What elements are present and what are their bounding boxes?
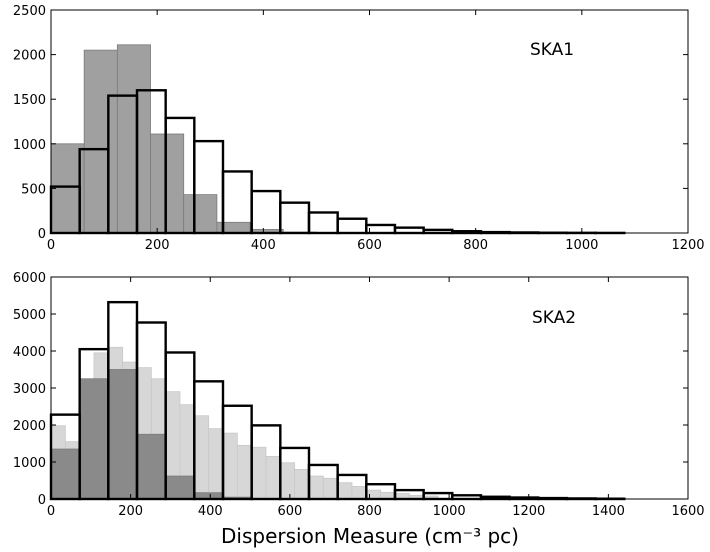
ska2-ticks: 0 200 400 600 800 1000 1200 1400 1600 0 1000 2000 30… (13, 271, 705, 519)
ska1-x-tick-label: 400 (251, 238, 276, 253)
ska2-filled-light-bar (208, 428, 224, 500)
ska2-x-tick-label: 600 (277, 504, 302, 519)
ska2-y-tick-label: 0 (38, 493, 46, 508)
ska2-filled-dark-bar (79, 378, 109, 500)
ska2-y-tick-label: 1000 (13, 456, 46, 471)
ska2-y-tick-label: 2000 (13, 419, 46, 434)
ska1-outline-bar (250, 189, 282, 235)
ska1-histogram-panel: 0 200 400 600 800 1000 1200 0 500 1000 1500 2000 250… (13, 4, 705, 253)
ska1-bars (49, 44, 626, 235)
ska1-panel-label: SKA1 (530, 40, 574, 60)
ska1-y-tick-label: 2000 (13, 49, 46, 64)
x-axis-label: Dispersion Measure (cm⁻³ pc) (221, 524, 519, 548)
ska1-y-tick-label: 1000 (13, 138, 46, 153)
ska1-y-tick-label: 500 (21, 182, 46, 197)
ska2-y-tick-label: 6000 (13, 271, 46, 286)
ska1-x-tick-label: 800 (463, 238, 488, 253)
ska1-x-tick-label: 600 (357, 238, 382, 253)
ska2-filled-dark-bar (50, 448, 81, 500)
ska2-x-tick-label: 0 (47, 504, 55, 519)
ska2-filled-light-bar (351, 486, 367, 500)
ska1-filled-dark-bar (116, 44, 151, 234)
ska2-x-tick-label: 1200 (512, 504, 545, 519)
ska2-filled-dark-bar (165, 475, 195, 500)
ska2-filled-dark-bar (136, 433, 167, 500)
ska2-filled-light-bar (193, 415, 210, 500)
ska2-filled-light-bar (337, 482, 353, 500)
ska2-x-tick-label: 1400 (592, 504, 625, 519)
ska1-x-tick-label: 200 (145, 238, 170, 253)
ska2-filled-light-bar (265, 456, 281, 500)
ska2-filled-light-bar (251, 446, 267, 500)
ska1-ticks: 0 200 400 600 800 1000 1200 0 500 1000 1500 2000 250… (13, 4, 705, 253)
ska2-x-tick-label: 1600 (671, 504, 704, 519)
ska2-histogram-panel: 0 200 400 600 800 1000 1200 1400 1600 0 1000 2000 30… (13, 271, 705, 519)
ska1-y-tick-label: 0 (38, 227, 46, 242)
ska1-x-tick-label: 1200 (671, 238, 704, 253)
ska2-x-tick-label: 800 (357, 504, 382, 519)
ska1-outline-bar (279, 201, 311, 235)
ska1-x-tick-label: 1000 (565, 238, 598, 253)
ska2-y-tick-label: 5000 (13, 308, 46, 323)
ska2-filled-light-bar (322, 477, 339, 500)
ska1-y-tick-label: 2500 (13, 4, 46, 19)
ska2-filled-dark-bar (107, 369, 138, 500)
ska2-filled-light-bar (236, 444, 253, 500)
ska2-filled-light-bar (294, 468, 310, 500)
ska2-filled-light-bar (222, 432, 238, 500)
ska2-x-tick-label: 200 (118, 504, 143, 519)
ska1-filled-dark-bar (183, 194, 218, 234)
ska2-y-tick-label: 4000 (13, 345, 46, 360)
ska2-x-tick-label: 400 (198, 504, 223, 519)
ska2-outline-bar (451, 494, 483, 501)
ska1-outline-bar (393, 226, 425, 235)
ska2-x-tick-label: 1000 (433, 504, 466, 519)
ska1-filled-dark-bar (83, 49, 118, 234)
ska2-panel-label: SKA2 (532, 308, 576, 328)
ska2-filled-light-bar (308, 475, 324, 500)
ska1-outline-bar (365, 223, 397, 235)
ska2-filled-light-bar (365, 489, 382, 500)
ska1-x-tick-label: 0 (47, 238, 55, 253)
ska2-filled-light-bar (279, 462, 296, 500)
ska2-y-tick-label: 3000 (13, 382, 46, 397)
ska2-bars (49, 300, 626, 501)
ska1-outline-bar (307, 211, 339, 235)
ska1-y-tick-label: 1500 (13, 93, 46, 108)
ska1-outline-bar (336, 217, 368, 235)
ska1-filled-dark-bar (150, 133, 185, 234)
